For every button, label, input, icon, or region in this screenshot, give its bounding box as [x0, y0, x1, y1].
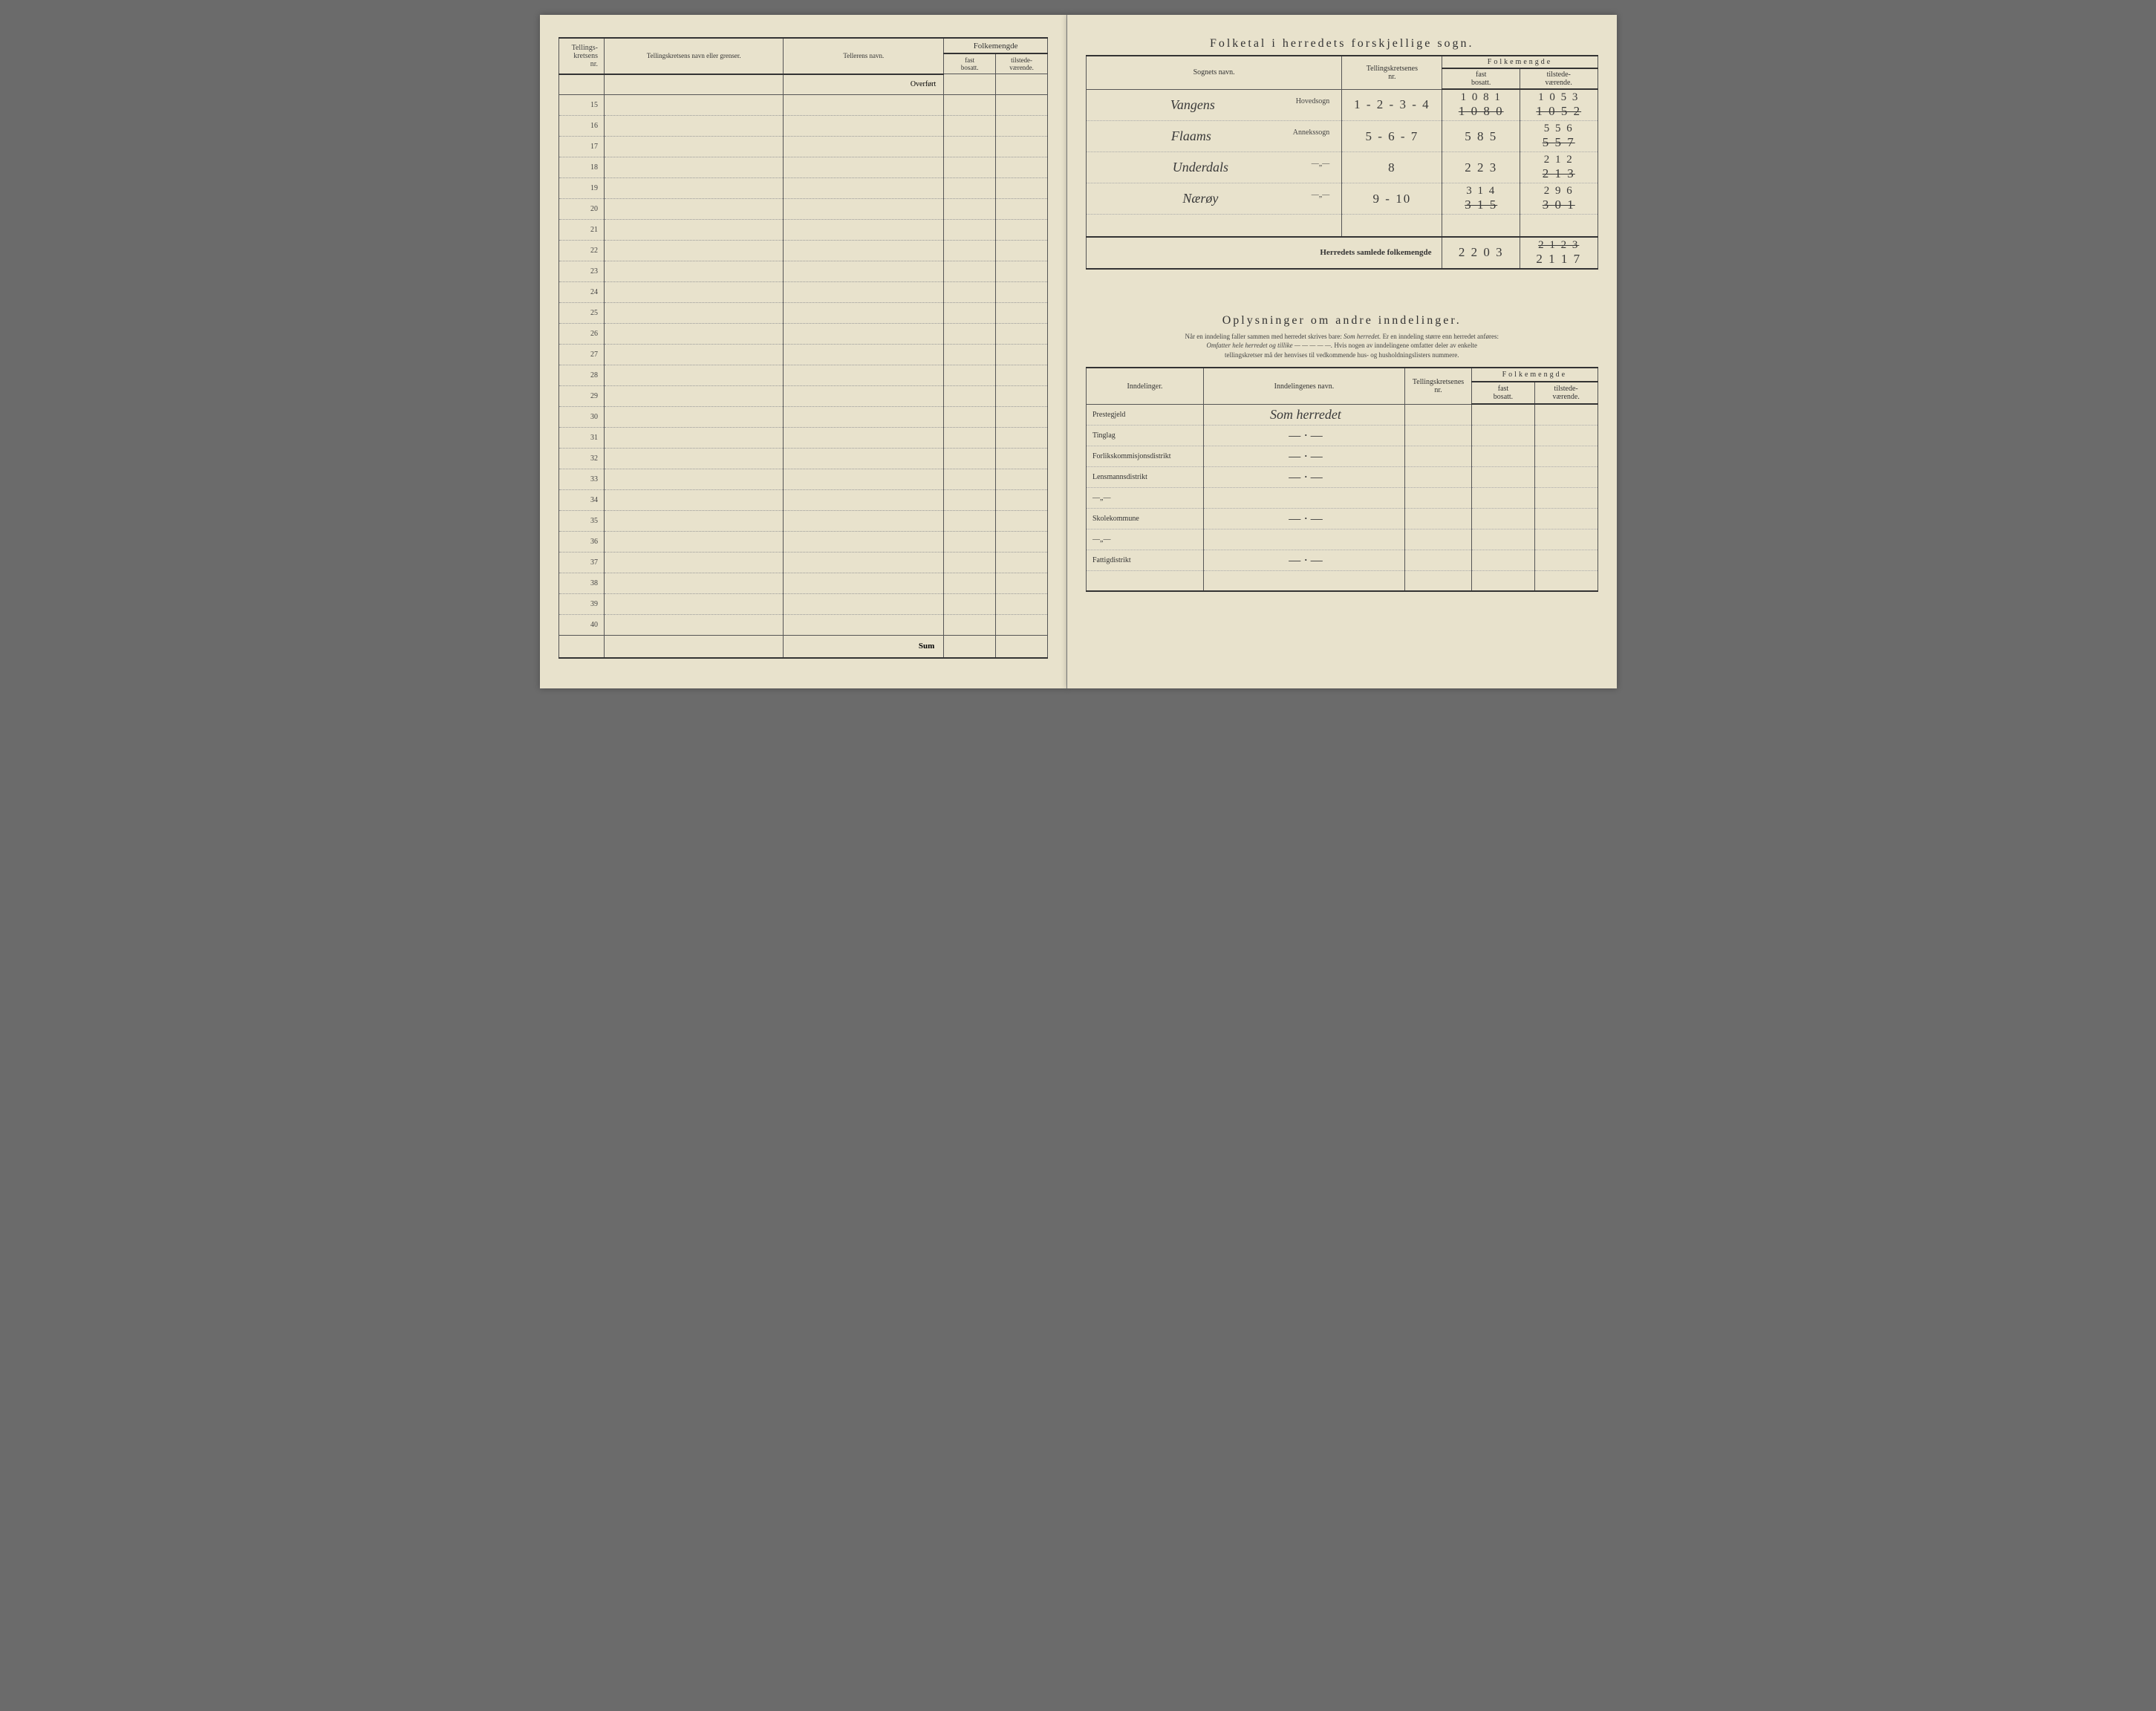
- sogn-table: Sognets navn. Tellingskretsenesnr. Folke…: [1086, 55, 1598, 270]
- sum-label: Sum: [784, 636, 944, 658]
- header-indname: Inndelingenes navn.: [1204, 368, 1405, 404]
- table-row: 40: [558, 615, 1048, 636]
- header-folkemengde: Folkemengde: [944, 38, 1048, 53]
- table-row: 18: [558, 157, 1048, 178]
- inndeling-row: —„—: [1087, 529, 1598, 550]
- sogn-row: Underdals—„— 8 2 2 3 2 1 22 1 3: [1087, 152, 1598, 183]
- header-tilstede: tilstede-værende.: [996, 53, 1048, 74]
- table-row: 34: [558, 490, 1048, 511]
- inndelinger-table: Inndelinger. Inndelingenes navn. Telling…: [1086, 367, 1598, 592]
- inndeling-row: PrestegjeldSom herredet: [1087, 404, 1598, 425]
- left-census-table: Tellings- kretsens nr. Tellingskretsens …: [558, 37, 1049, 659]
- inndeling-row: [1087, 570, 1598, 591]
- table-row: 36: [558, 532, 1048, 553]
- header-sognname: Sognets navn.: [1087, 56, 1342, 89]
- right-page: Folketal i herredets forskjellige sogn. …: [1067, 15, 1617, 688]
- instructions-text: Når en inndeling faller sammen med herre…: [1101, 332, 1583, 360]
- table-row: 38: [558, 573, 1048, 594]
- document-spread: Tellings- kretsens nr. Tellingskretsens …: [540, 15, 1617, 688]
- sum-row: Sum: [558, 636, 1048, 658]
- header-kretsname: Tellingskretsens navn eller grenser.: [604, 38, 783, 74]
- header-indkrnr: Tellingskretsenesnr.: [1404, 368, 1471, 404]
- header-indfolk-til: tilstede-værende.: [1534, 382, 1598, 404]
- table-row: 35: [558, 511, 1048, 532]
- table-row: 24: [558, 282, 1048, 303]
- sogn-row: FlaamsAnnekssogn 5 - 6 - 7 5 8 5 5 5 65 …: [1087, 121, 1598, 152]
- table-row: 39: [558, 594, 1048, 615]
- inndeling-row: Skolekommune— · —: [1087, 508, 1598, 529]
- inndeling-row: —„—: [1087, 487, 1598, 508]
- table-row: 29: [558, 386, 1048, 407]
- sogn-row: Nærøy—„— 9 - 10 3 1 43 1 5 2 9 63 0 1: [1087, 183, 1598, 215]
- table-row: 25: [558, 303, 1048, 324]
- sogn-blank-row: [1087, 215, 1598, 237]
- table-row: 31: [558, 428, 1048, 449]
- header-indfolk-fast: fastbosatt.: [1472, 382, 1535, 404]
- inndeling-row: Forlikskommisjonsdistrikt— · —: [1087, 446, 1598, 466]
- table-row: 26: [558, 324, 1048, 345]
- header-til-sogn: tilstede-værende.: [1520, 68, 1598, 89]
- header-nr: Tellings- kretsens nr.: [558, 38, 604, 74]
- inndeling-row: Lensmannsdistrikt— · —: [1087, 466, 1598, 487]
- header-indfolk: Folkemengde: [1472, 368, 1598, 382]
- table-row: 16: [558, 116, 1048, 137]
- table-row: 27: [558, 345, 1048, 365]
- table-row: 22: [558, 241, 1048, 261]
- inndeling-row: Tinglag— · —: [1087, 425, 1598, 446]
- inndelinger-title: Oplysninger om andre inndelinger.: [1086, 314, 1598, 327]
- table-row: 33: [558, 469, 1048, 490]
- inndeling-row: Fattigdistrikt— · —: [1087, 550, 1598, 570]
- header-folk-sogn: Folkemengde: [1442, 56, 1598, 68]
- table-row: 21: [558, 220, 1048, 241]
- header-krnr: Tellingskretsenesnr.: [1342, 56, 1442, 89]
- table-row: 32: [558, 449, 1048, 469]
- table-row: 15: [558, 95, 1048, 116]
- header-inndelinger: Inndelinger.: [1087, 368, 1204, 404]
- sogn-title: Folketal i herredets forskjellige sogn.: [1086, 37, 1598, 50]
- table-row: 20: [558, 199, 1048, 220]
- table-row: 23: [558, 261, 1048, 282]
- sogn-total-row: Herredets samlede folkemengde 2 2 0 3 2 …: [1087, 237, 1598, 269]
- left-table-body: Overført 1516171819202122232425262728293…: [558, 74, 1048, 636]
- sogn-table-body: VangensHovedsogn 1 - 2 - 3 - 4 1 0 8 11 …: [1087, 89, 1598, 269]
- left-page: Tellings- kretsens nr. Tellingskretsens …: [540, 15, 1068, 688]
- header-fast-sogn: fastbosatt.: [1442, 68, 1520, 89]
- sogn-row: VangensHovedsogn 1 - 2 - 3 - 4 1 0 8 11 …: [1087, 89, 1598, 121]
- table-row: 37: [558, 553, 1048, 573]
- inndelinger-body: PrestegjeldSom herredetTinglag— · —Forli…: [1087, 404, 1598, 591]
- overfort-label: Overført: [784, 74, 944, 95]
- table-row: 19: [558, 178, 1048, 199]
- table-row: 28: [558, 365, 1048, 386]
- table-row: 30: [558, 407, 1048, 428]
- overfort-row: Overført: [558, 74, 1048, 95]
- header-fast: fastbosatt.: [944, 53, 996, 74]
- header-teller: Tellerens navn.: [784, 38, 944, 74]
- table-row: 17: [558, 137, 1048, 157]
